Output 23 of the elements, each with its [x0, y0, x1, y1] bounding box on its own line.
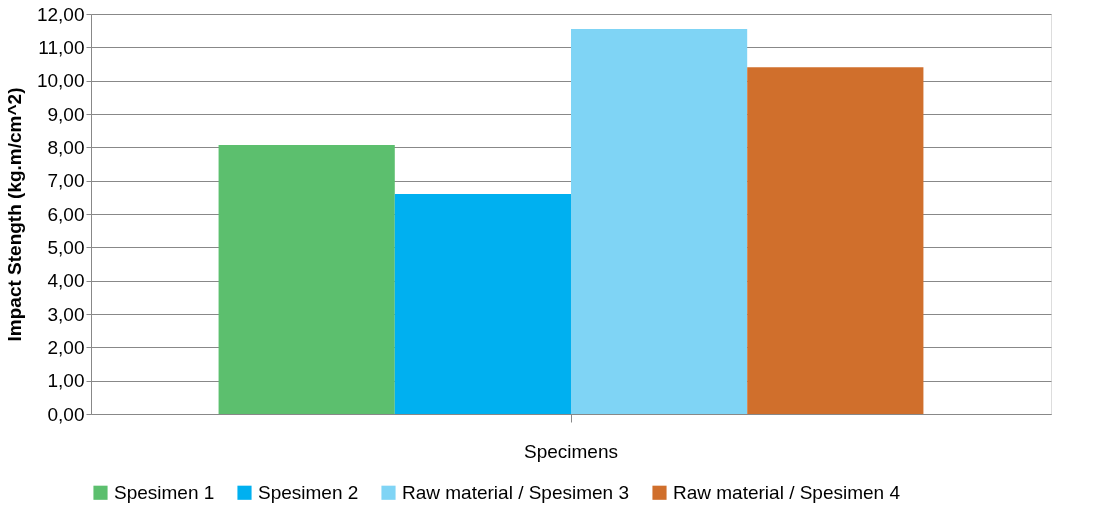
y-tick-label: 10,00 — [36, 70, 85, 92]
bar — [747, 67, 924, 414]
y-tick-label: 6,00 — [47, 203, 85, 225]
y-axis-title: Impact Stength (kg.m/cm^2) — [3, 87, 25, 342]
bar — [394, 194, 571, 414]
y-tick-label: 8,00 — [47, 136, 85, 158]
y-tick-label: 4,00 — [47, 270, 85, 292]
y-tick-label: 3,00 — [47, 303, 85, 325]
x-tick-label: Specimens — [524, 440, 618, 462]
y-tick-label: 0,00 — [47, 403, 85, 425]
bar — [218, 145, 395, 414]
legend-label: Spesimen 1 — [114, 481, 215, 503]
y-tick-label: 11,00 — [38, 36, 85, 58]
y-tick-label: 12,00 — [36, 3, 85, 25]
y-tick-label: 5,00 — [47, 236, 85, 258]
y-tick-label: 2,00 — [47, 336, 85, 358]
y-tick-label: 7,00 — [47, 170, 85, 192]
legend-label: Raw material / Spesimen 4 — [673, 481, 901, 503]
bar — [571, 29, 748, 414]
legend-label: Raw material / Spesimen 3 — [402, 481, 630, 503]
y-tick-label: 1,00 — [47, 370, 85, 392]
legend-label: Spesimen 2 — [258, 481, 359, 503]
y-tick-label: 9,00 — [47, 103, 85, 125]
